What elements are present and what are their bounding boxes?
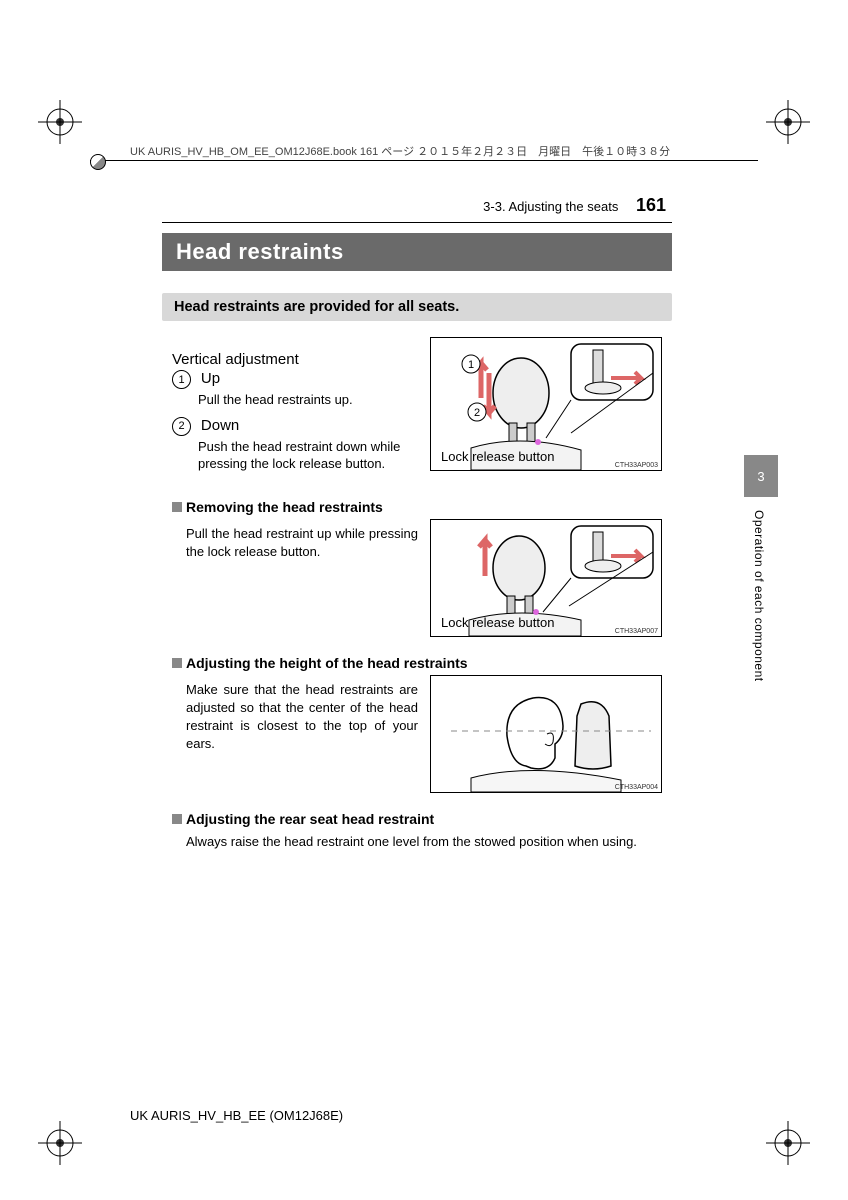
figure-removing: Lock release button CTH33AP007 (430, 519, 662, 637)
adjusting-body: Make sure that the head restraints are a… (186, 681, 418, 754)
reg-mark-icon (38, 1121, 82, 1165)
figure-id: CTH33AP004 (615, 784, 658, 791)
print-header-text: UK AURIS_HV_HB_OM_EE_OM12J68E.book 161 ペ… (130, 143, 670, 159)
chapter-side-label: Operation of each component (752, 510, 766, 682)
section-path: 3-3. Adjusting the seats (483, 199, 618, 214)
page-number: 161 (636, 195, 666, 215)
step-2-body: Push the head restraint down while press… (198, 438, 418, 473)
footer-doc-id: UK AURIS_HV_HB_EE (OM12J68E) (130, 1108, 343, 1123)
page-subtitle: Head restraints are provided for all sea… (162, 293, 672, 321)
reg-mark-icon (38, 100, 82, 144)
header-ornament-icon (90, 154, 106, 170)
rear-heading: Adjusting the rear seat head restraint (172, 811, 662, 827)
step-2-label: Down (201, 417, 239, 434)
print-header-rule (90, 160, 758, 161)
chapter-number: 3 (757, 469, 764, 484)
svg-text:1: 1 (468, 359, 474, 371)
removing-body: Pull the head restraint up while pressin… (186, 525, 418, 561)
figure-id: CTH33AP007 (615, 628, 658, 635)
svg-text:2: 2 (474, 407, 480, 419)
head-height-icon (431, 676, 661, 792)
page-title: Head restraints (162, 233, 672, 271)
step-1-body: Pull the head restraints up. (198, 391, 418, 409)
figure-height: CTH33AP004 (430, 675, 662, 793)
figure-id: CTH33AP003 (615, 462, 658, 469)
figure-lock-label: Lock release button (441, 615, 554, 630)
step-1-label: Up (201, 370, 220, 387)
rear-body: Always raise the head restraint one leve… (186, 833, 662, 851)
page-content: 3-3. Adjusting the seats 161 Head restra… (162, 195, 672, 851)
adjusting-heading: Adjusting the height of the head restrai… (172, 655, 662, 671)
bullet-icon (172, 814, 182, 824)
figure-vertical-adjust: 1 2 Lock release button CTH33AP003 (430, 337, 662, 471)
reg-mark-icon (766, 100, 810, 144)
figure-lock-label: Lock release button (441, 449, 554, 464)
header-rule (162, 222, 672, 223)
step-2-marker: 2 (172, 417, 191, 436)
reg-mark-icon (766, 1121, 810, 1165)
removing-heading: Removing the head restraints (172, 499, 662, 515)
vertical-heading: Vertical adjustment (172, 351, 418, 368)
chapter-tab: 3 (744, 455, 778, 497)
step-1-marker: 1 (172, 370, 191, 389)
bullet-icon (172, 502, 182, 512)
breadcrumb: 3-3. Adjusting the seats 161 (162, 195, 672, 216)
bullet-icon (172, 658, 182, 668)
